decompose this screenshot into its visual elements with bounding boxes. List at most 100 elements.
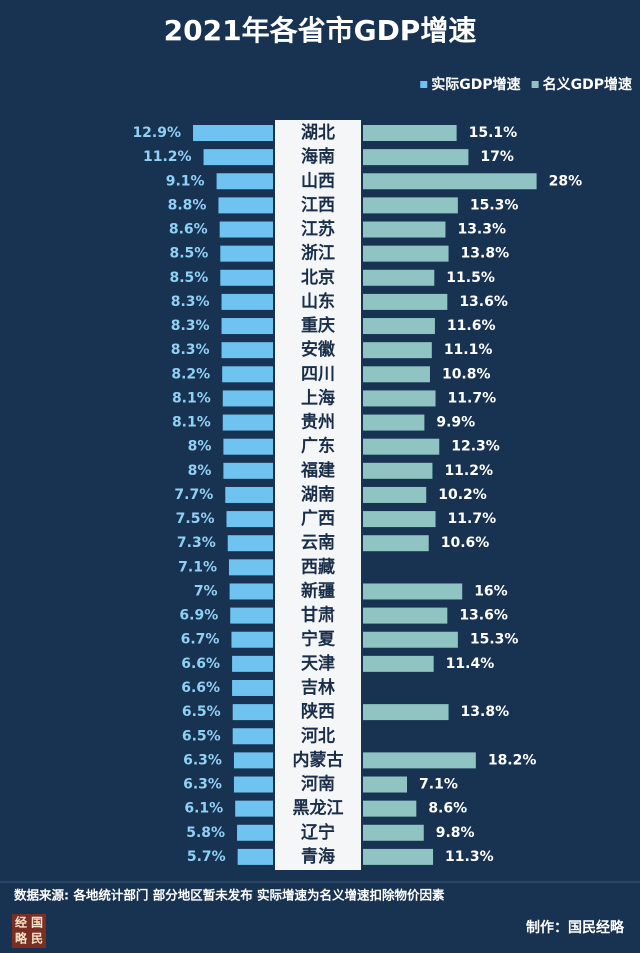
value-label: 8.3% <box>171 294 210 310</box>
bar-right <box>363 245 449 262</box>
value-label: 8.1% <box>172 415 211 431</box>
bar-right <box>363 318 435 335</box>
bar-left <box>226 511 273 528</box>
category-label: 湖南 <box>301 484 335 505</box>
value-label: 6.7% <box>181 632 220 648</box>
category-label: 青海 <box>301 846 335 867</box>
value-label: 7.1% <box>419 777 458 793</box>
value-label: 10.8% <box>442 366 491 382</box>
logo-char: 民 <box>31 932 43 946</box>
value-label: 6.9% <box>179 608 218 624</box>
category-label: 浙江 <box>301 243 335 264</box>
category-label: 吉林 <box>301 677 335 698</box>
value-label: 13.6% <box>459 608 508 624</box>
bar-left <box>229 583 273 600</box>
category-label: 内蒙古 <box>293 749 344 770</box>
bar-left <box>233 776 273 793</box>
bar-right <box>363 848 434 865</box>
category-label: 上海 <box>301 387 335 408</box>
category-label: 宁夏 <box>301 629 336 650</box>
bar-right <box>363 366 430 383</box>
category-label: 福建 <box>300 460 335 481</box>
bar-left <box>223 438 273 455</box>
bar-right <box>363 173 537 190</box>
value-label: 11.1% <box>444 342 493 358</box>
bar-right <box>363 221 446 238</box>
value-label: 9.1% <box>166 173 205 189</box>
category-label: 重庆 <box>301 315 335 336</box>
bar-right <box>363 583 463 600</box>
value-label: 13.8% <box>461 704 510 720</box>
value-label: 7% <box>194 583 218 599</box>
bar-right <box>363 269 435 286</box>
value-label: 11.2% <box>444 463 493 479</box>
bar-left <box>223 462 273 479</box>
bar-right <box>363 704 449 721</box>
value-label: 9.9% <box>436 415 475 431</box>
bar-right <box>363 342 432 359</box>
bar-right <box>363 752 476 769</box>
value-label: 8.5% <box>169 246 208 262</box>
value-label: 13.8% <box>461 246 510 262</box>
bar-right <box>363 125 457 141</box>
value-label: 6.3% <box>183 752 222 768</box>
category-label: 山西 <box>301 171 335 191</box>
bar-left <box>232 679 273 696</box>
bar-right <box>363 462 433 479</box>
value-label: 16% <box>474 583 508 599</box>
value-label: 8.5% <box>169 270 208 286</box>
bar-right <box>363 800 417 817</box>
bar-left <box>232 704 273 721</box>
bar-left <box>220 269 273 286</box>
bar-left <box>219 221 273 238</box>
bar-right <box>363 535 429 552</box>
value-label: 13.6% <box>459 294 508 310</box>
category-label: 北京 <box>301 267 335 288</box>
value-label: 7.5% <box>176 511 215 527</box>
legend-swatch <box>420 81 428 88</box>
credit: 制作：国民经略 <box>526 919 625 936</box>
value-label: 6.6% <box>181 680 220 696</box>
value-label: 8.3% <box>171 342 210 358</box>
bar-left <box>231 631 273 648</box>
bar-left <box>222 414 273 431</box>
source-note: 数据来源: 各地统计部门 部分地区暂未发布 实际增速为名义增速扣除物价因素 <box>13 888 445 903</box>
value-label: 10.6% <box>441 535 490 551</box>
value-label: 6.6% <box>181 656 220 672</box>
value-label: 11.7% <box>448 390 497 406</box>
category-label: 陕西 <box>301 701 335 722</box>
value-label: 11.3% <box>445 849 494 865</box>
category-label: 河南 <box>301 774 335 795</box>
bar-left <box>232 655 273 672</box>
value-label: 8% <box>188 463 212 479</box>
category-label: 广西 <box>301 508 335 529</box>
category-label: 云南 <box>301 532 335 553</box>
bar-left <box>222 390 273 407</box>
value-label: 18.2% <box>488 752 537 768</box>
category-label: 黑龙江 <box>293 798 344 819</box>
bar-right <box>363 655 434 672</box>
value-label: 9.8% <box>436 825 475 841</box>
bar-right <box>363 607 448 624</box>
bar-left <box>220 245 273 262</box>
value-label: 15.1% <box>469 125 518 141</box>
bar-right <box>363 511 436 528</box>
value-label: 6.5% <box>182 704 221 720</box>
bar-right <box>363 149 469 166</box>
bar-left <box>237 824 273 841</box>
value-label: 13.3% <box>457 222 506 238</box>
category-label: 西藏 <box>301 557 335 577</box>
category-label: 天津 <box>301 653 335 674</box>
value-label: 10.2% <box>438 487 487 503</box>
value-label: 28% <box>549 173 583 189</box>
bar-left <box>221 293 273 310</box>
bar-left <box>221 342 273 359</box>
bar-right <box>363 293 448 310</box>
value-label: 7.1% <box>178 559 217 575</box>
category-label: 江西 <box>301 195 335 215</box>
category-label: 江苏 <box>301 219 335 240</box>
bar-left <box>232 728 273 745</box>
bar-right <box>363 776 408 793</box>
value-label: 8.8% <box>168 197 207 213</box>
